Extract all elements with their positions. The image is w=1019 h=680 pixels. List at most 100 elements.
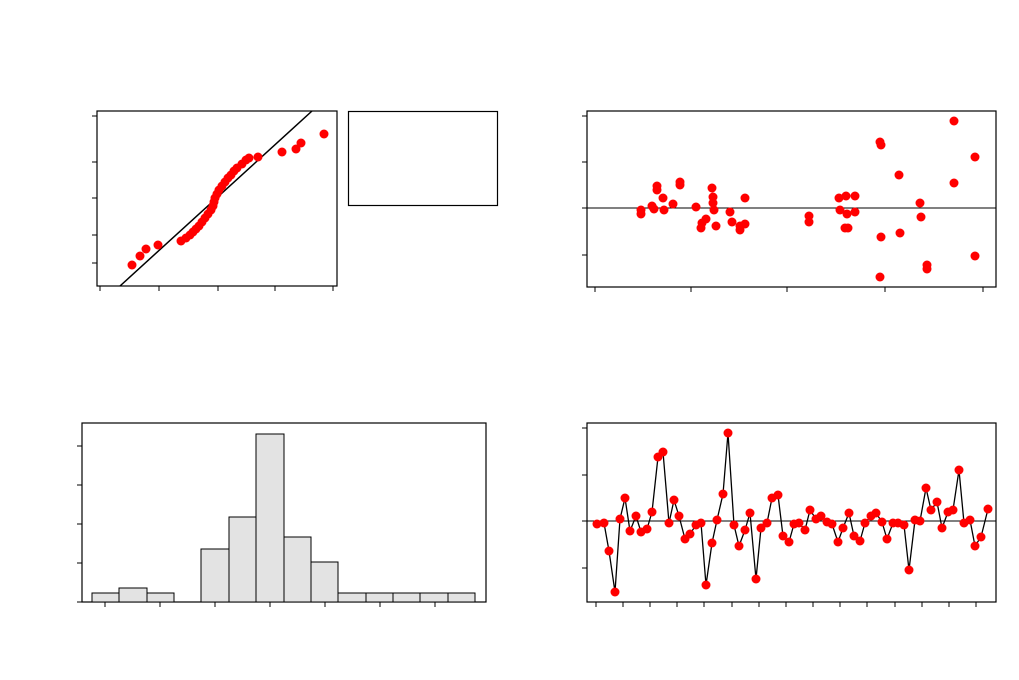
bar [392,592,421,603]
point [707,538,717,548]
plot-frame [586,110,997,288]
point [843,223,853,233]
point [850,207,860,217]
point [599,518,609,528]
point [696,518,706,528]
bar [255,433,285,603]
point [904,565,914,575]
point [620,493,630,503]
point [664,518,674,528]
point [916,212,926,222]
point [740,193,750,203]
point [725,207,735,217]
point [871,508,881,518]
point [937,523,947,533]
point [659,205,669,215]
point [773,490,783,500]
bar [310,561,339,603]
point [127,260,137,270]
point [805,505,815,515]
point [970,541,980,551]
point [296,138,306,148]
point [778,531,788,541]
point [135,251,145,261]
point [277,147,287,157]
point [762,518,772,528]
point [895,228,905,238]
bar [283,536,312,603]
point [740,525,750,535]
point [658,447,668,457]
point [915,516,925,526]
point [658,193,668,203]
point [727,217,737,227]
point [970,152,980,162]
bar [337,592,367,603]
point [932,497,942,507]
point [855,536,865,546]
point [319,129,329,139]
point [800,525,810,535]
point [794,518,804,528]
point [838,523,848,533]
point [685,529,695,539]
point [876,140,886,150]
point [875,272,885,282]
point [784,537,794,547]
legend-box [347,110,499,207]
point [723,428,733,438]
point [709,205,719,215]
point [844,508,854,518]
point [849,531,859,541]
bar [228,516,257,603]
plot-frame [586,422,997,603]
point [949,116,959,126]
bar [365,592,394,603]
point [701,580,711,590]
point [954,465,964,475]
point [922,264,932,274]
point [642,524,652,534]
point [652,185,662,195]
point [669,495,679,505]
point [691,202,701,212]
point [827,519,837,529]
point [674,511,684,521]
point [841,191,851,201]
point [921,483,931,493]
point [926,505,936,515]
point [876,232,886,242]
point [636,209,646,219]
bar [419,592,449,603]
bar [200,548,230,603]
point [915,198,925,208]
point [894,170,904,180]
bar [447,592,476,603]
point [756,523,766,533]
point [899,520,909,530]
point [610,587,620,597]
point [675,180,685,190]
point [860,518,870,528]
point [804,217,814,227]
point [253,152,263,162]
point [708,198,718,208]
point [615,514,625,524]
point [604,546,614,556]
point [983,504,993,514]
point [970,251,980,261]
point [291,144,301,154]
bar [146,592,175,603]
point [712,515,722,525]
point [701,214,711,224]
point [153,240,163,250]
point [141,244,151,254]
point [707,183,717,193]
point [882,534,892,544]
point [244,153,254,163]
point [834,193,844,203]
point [842,209,852,219]
point [649,204,659,214]
